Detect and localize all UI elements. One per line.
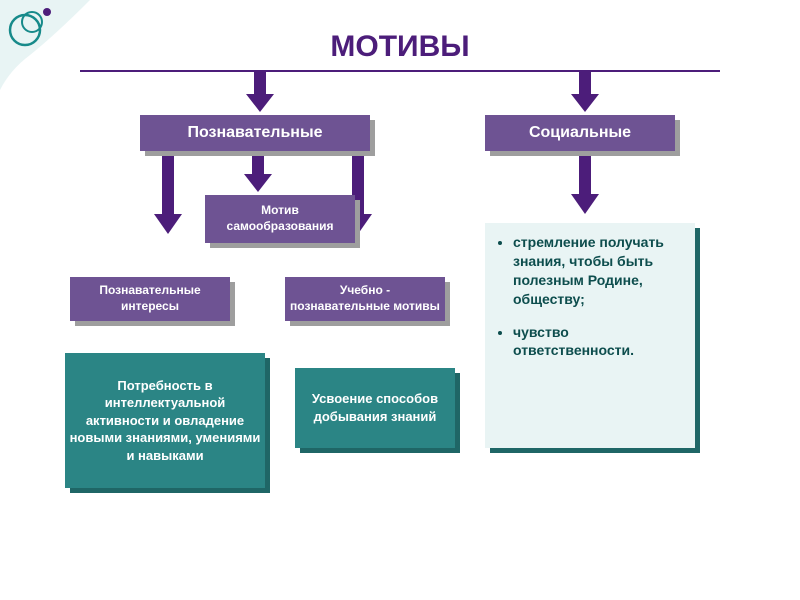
arrow-social [565, 156, 605, 216]
edu-cognitive-label: Учебно - познавательные мотивы [289, 283, 441, 314]
social-label: Социальные [529, 124, 631, 142]
cognitive-box: Познавательные [140, 115, 370, 151]
social-bullets-box: стремление получать знания, чтобы быть п… [485, 223, 695, 448]
assimilation-label: Усвоение способов добывания знаний [299, 390, 451, 425]
social-bullets-list: стремление получать знания, чтобы быть п… [513, 233, 683, 360]
cognitive-interests-box: Познавательные интересы [70, 277, 230, 321]
self-education-label: Мотив самообразования [209, 203, 351, 234]
arrow-cog-1 [150, 156, 186, 236]
title-underline [80, 70, 720, 72]
arrow-title-to-cognitive [240, 72, 280, 114]
social-bullet-item: чувство ответственности. [513, 323, 683, 361]
assimilation-box: Усвоение способов добывания знаний [295, 368, 455, 448]
cognitive-interests-label: Познавательные интересы [74, 283, 226, 314]
edu-cognitive-box: Учебно - познавательные мотивы [285, 277, 445, 321]
self-education-box: Мотив самообразования [205, 195, 355, 243]
diagram-title: МОТИВЫ [0, 30, 800, 64]
need-intellectual-label: Потребность в интеллектуальной активност… [69, 377, 261, 465]
social-box: Социальные [485, 115, 675, 151]
arrow-title-to-social [565, 72, 605, 114]
cognitive-label: Познавательные [187, 124, 322, 142]
need-intellectual-box: Потребность в интеллектуальной активност… [65, 353, 265, 488]
arrow-cog-2 [240, 156, 276, 194]
social-bullet-item: стремление получать знания, чтобы быть п… [513, 233, 683, 309]
